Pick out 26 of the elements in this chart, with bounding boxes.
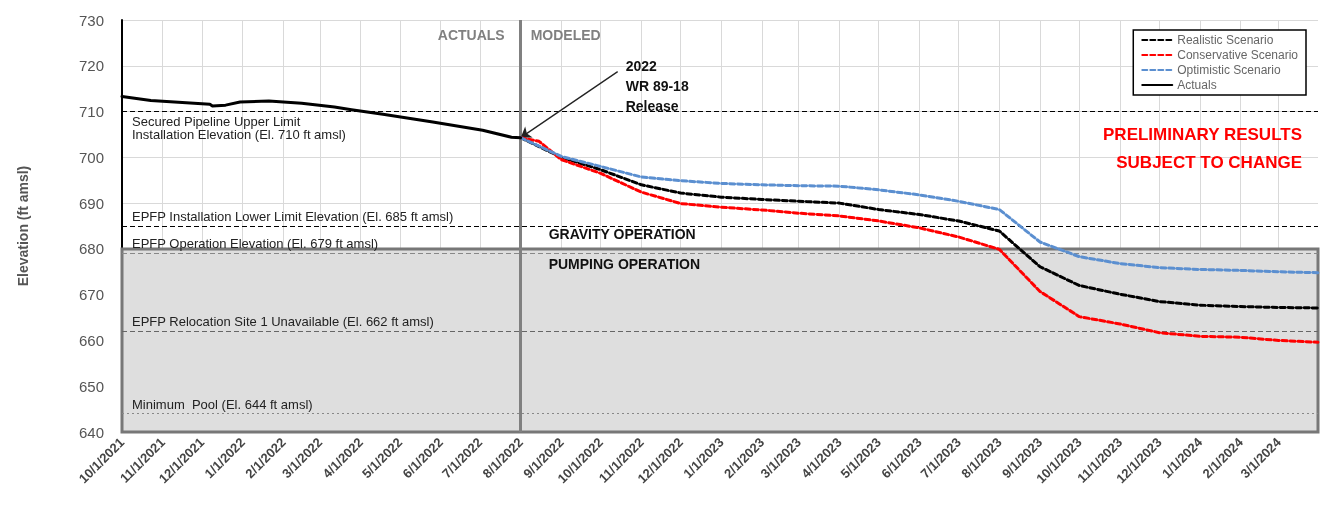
annotation: PRELIMINARY RESULTS SUBJECT TO CHANGE: [1103, 124, 1302, 172]
ref-line-label: EPFP Installation Lower Limit Elevation (El. 685 ft amsl): [132, 209, 454, 224]
y-tick-label: 700: [78, 148, 104, 166]
y-tick-label: 680: [78, 240, 104, 258]
annotation: 2022 WR 89-18 Release: [625, 57, 689, 114]
ref-line-label: EPFP Operation Elevation (El. 679 ft amsl): [132, 236, 379, 252]
annotation: ACTUALS: [437, 27, 505, 43]
band-label: PUMPING OPERATION: [548, 255, 701, 272]
legend-label: Optimistic Scenario: [1177, 63, 1281, 77]
ref-line-label: Minimum Pool (El. 644 ft amsl): [132, 396, 313, 412]
y-tick-label: 650: [78, 377, 104, 395]
legend-label: Actuals: [1177, 78, 1217, 92]
y-tick-label: 720: [78, 57, 104, 75]
y-tick-label: 640: [78, 423, 104, 441]
y-tick-label: 730: [78, 11, 104, 29]
legend-label: Conservative Scenario: [1177, 48, 1299, 62]
ref-line-label: Secured Pipeline Upper Limit Installation Elevation (El. 710 ft amsl): [132, 113, 346, 142]
annotation: MODELED: [530, 27, 601, 43]
y-axis-title: Elevation (ft amsl): [15, 165, 31, 287]
y-tick-label: 690: [78, 194, 104, 212]
y-tick-label: 670: [78, 286, 104, 304]
annotation: GRAVITY OPERATION: [548, 225, 696, 242]
y-tick-label: 710: [78, 103, 104, 121]
y-tick-label: 660: [78, 331, 104, 349]
legend-label: Realistic Scenario: [1177, 33, 1274, 47]
ref-line-label: EPFP Relocation Site 1 Unavailable (El. 662 ft amsl): [132, 314, 434, 330]
